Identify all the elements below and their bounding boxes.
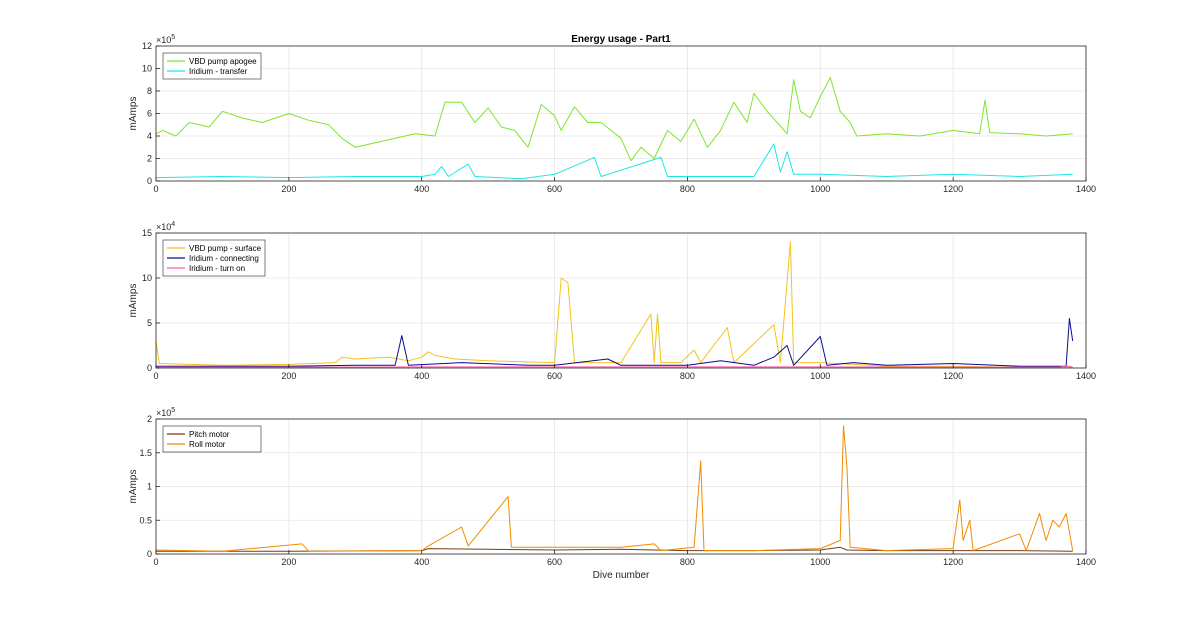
y-tick-label-4: 2 (147, 414, 152, 424)
series-line-roll-motor (155, 425, 1074, 552)
legend-entry-1: Iridium - transfer (189, 67, 248, 76)
legend-entry-0: VBD pump apogee (189, 57, 257, 66)
x-tick-label-6: 1200 (943, 557, 963, 567)
y-tick-label-2: 1 (147, 482, 152, 492)
x-tick-label-4: 800 (680, 557, 695, 567)
y-tick-label-1: 2 (147, 154, 152, 164)
y-tick-label-2: 10 (142, 273, 152, 283)
x-tick-label-4: 800 (680, 184, 695, 194)
x-tick-label-2: 400 (414, 557, 429, 567)
y-tick-label-0: 0 (147, 549, 152, 559)
x-tick-label-1: 200 (281, 184, 296, 194)
x-tick-label-2: 400 (414, 184, 429, 194)
y-tick-label-6: 12 (142, 41, 152, 51)
x-tick-label-2: 400 (414, 371, 429, 381)
legend-entry-1: Roll motor (189, 440, 226, 449)
axes-box (155, 232, 1087, 369)
series-line-iridium-transfer (155, 143, 1073, 180)
chart-panel-3: 0 200 400 600 800 1000 1200 1400 0 0.5 1 1.5 2 ×105 mA… (128, 407, 1096, 581)
x-tick-label-1: 200 (281, 557, 296, 567)
x-tick-label-5: 1000 (810, 557, 830, 567)
x-tick-label-3: 600 (547, 184, 562, 194)
x-tick-label-7: 1400 (1076, 557, 1096, 567)
y-tick-label-5: 10 (142, 64, 152, 74)
series-line-iridium-turn-on (156, 365, 1073, 368)
legend-entry-0: VBD pump - surface (189, 244, 262, 253)
y-tick-label-0: 0 (147, 176, 152, 186)
x-tick-label-6: 1200 (943, 371, 963, 381)
x-tick-label-0: 0 (153, 184, 158, 194)
y-tick-label-1: 0.5 (139, 515, 152, 525)
legend-box (162, 52, 262, 80)
series-line-vbd-pump-surface (155, 241, 1073, 368)
x-tick-label-6: 1200 (943, 184, 963, 194)
x-tick-label-3: 600 (547, 557, 562, 567)
y-tick-label-4: 8 (147, 86, 152, 96)
legend-entry-2: Iridium - turn on (189, 264, 245, 273)
x-tick-label-0: 0 (153, 371, 158, 381)
legend-entry-0: Pitch motor (189, 430, 230, 439)
x-tick-label-3: 600 (547, 371, 562, 381)
legend-entry-1: Iridium - connecting (189, 254, 259, 263)
chart-panel-1: 0 200 400 600 800 1000 1200 1400 0 2 4 6 8 10 12 ×105 mA… (128, 34, 1096, 194)
legend-box (162, 425, 262, 453)
y-axis-label: mAmps (128, 284, 139, 318)
y-exponent-label: ×105 (156, 407, 175, 418)
plot-area (156, 233, 1086, 368)
x-tick-label-5: 1000 (810, 184, 830, 194)
x-tick-label-7: 1400 (1076, 371, 1096, 381)
y-tick-label-3: 1.5 (139, 448, 152, 458)
x-axis-label: Dive number (593, 570, 650, 581)
y-tick-label-0: 0 (147, 363, 152, 373)
chart-title: Energy usage - Part1 (571, 34, 671, 45)
series-line-vbd-pump-apogee (155, 77, 1073, 162)
x-tick-label-4: 800 (680, 371, 695, 381)
y-axis-label: mAmps (128, 97, 139, 131)
chart-panel-2: 0 200 400 600 800 1000 1200 1400 0 5 10 15 ×104 mAmps… (128, 221, 1096, 381)
x-tick-label-7: 1400 (1076, 184, 1096, 194)
y-tick-label-3: 15 (142, 228, 152, 238)
y-exponent-label: ×105 (156, 34, 175, 45)
x-tick-label-1: 200 (281, 371, 296, 381)
y-tick-label-2: 4 (147, 131, 152, 141)
x-tick-label-5: 1000 (810, 371, 830, 381)
y-tick-label-3: 6 (147, 109, 152, 119)
y-tick-label-1: 5 (147, 318, 152, 328)
y-exponent-label: ×104 (156, 221, 175, 232)
x-tick-label-0: 0 (153, 557, 158, 567)
y-axis-label: mAmps (128, 470, 139, 504)
series-line-iridium-connecting (156, 318, 1074, 367)
